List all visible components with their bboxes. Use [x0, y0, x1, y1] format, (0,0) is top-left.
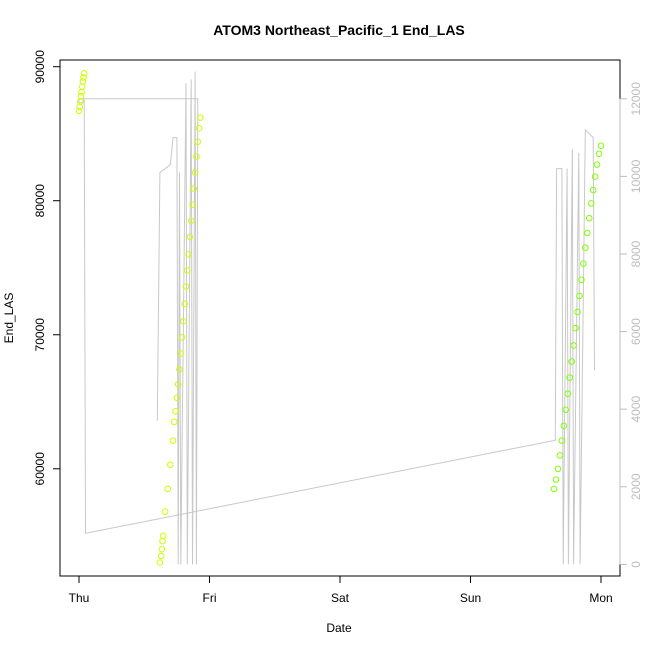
data-point	[576, 292, 583, 300]
data-point	[580, 260, 587, 268]
data-point	[564, 390, 572, 398]
data-point	[79, 78, 87, 85]
data-point	[75, 107, 83, 115]
data-point	[587, 200, 595, 207]
y-right-tick-label: 0	[629, 561, 643, 568]
data-point	[167, 461, 174, 469]
x-tick-label: Mon	[589, 591, 612, 605]
data-point	[566, 374, 573, 381]
data-point	[194, 138, 202, 146]
data-point	[562, 406, 570, 414]
data-point	[184, 267, 191, 274]
data-point	[554, 465, 562, 473]
x-axis-label: Date	[326, 621, 352, 635]
y-tick-label: 90000	[33, 50, 47, 84]
data-point	[570, 342, 577, 349]
data-point	[80, 70, 88, 77]
data-point	[178, 334, 186, 341]
data-point	[186, 233, 194, 241]
data-point	[180, 318, 187, 325]
data-point	[173, 394, 181, 402]
data-point	[77, 92, 85, 100]
data-point	[572, 324, 579, 332]
data-point	[159, 532, 167, 540]
x-tick-label: Sat	[331, 591, 350, 605]
y-tick-label: 70000	[33, 318, 47, 352]
data-point	[169, 437, 177, 444]
y-tick-label: 80000	[33, 184, 47, 218]
data-point	[583, 229, 591, 237]
series-line	[79, 71, 199, 565]
y-right-tick-label: 2000	[629, 473, 643, 500]
data-point	[157, 552, 165, 560]
y-axis-right: 0 2000 4000 6000 8000 10000 12000	[619, 82, 643, 568]
data-point	[578, 276, 585, 284]
data-point	[185, 251, 192, 258]
x-axis: Thu Fri Sat Sun Mon	[69, 575, 613, 605]
series-points	[75, 70, 605, 566]
x-tick-label: Thu	[69, 591, 90, 605]
data-point	[181, 300, 189, 308]
data-point	[585, 214, 593, 222]
data-point	[556, 452, 564, 459]
data-point	[172, 407, 179, 415]
data-point	[568, 358, 575, 365]
y-right-tick-label: 6000	[629, 318, 643, 345]
data-point	[182, 283, 190, 290]
data-point	[595, 150, 603, 158]
data-point	[190, 185, 198, 192]
data-point	[191, 169, 199, 176]
y-right-tick-label: 8000	[629, 240, 643, 267]
series-line	[78, 98, 595, 565]
data-point	[177, 350, 185, 357]
data-point	[187, 217, 195, 225]
y-tick-label: 60000	[33, 452, 47, 486]
data-point	[158, 545, 166, 553]
data-point	[591, 173, 599, 180]
data-point	[558, 437, 566, 444]
y-axis-label: End_LAS	[2, 293, 16, 344]
data-point	[156, 559, 164, 566]
y-right-tick-label: 12000	[629, 82, 643, 116]
data-point	[176, 366, 183, 373]
data-point	[193, 153, 200, 160]
data-point	[174, 381, 182, 388]
data-point	[164, 485, 172, 493]
y-right-tick-label: 4000	[629, 396, 643, 423]
y-right-tick-label: 10000	[629, 159, 643, 193]
data-point	[574, 308, 581, 316]
chart-title: ATOM3 Northeast_Pacific_1 End_LAS	[213, 22, 465, 38]
data-point	[560, 422, 568, 430]
data-point	[597, 142, 605, 150]
data-point	[161, 508, 169, 515]
data-point	[582, 244, 589, 251]
data-point	[197, 114, 204, 121]
data-point	[589, 186, 597, 194]
data-point	[77, 98, 84, 105]
data-point	[159, 537, 166, 545]
data-point	[80, 74, 87, 81]
data-point	[189, 201, 196, 209]
data-point	[550, 485, 558, 493]
data-point	[78, 88, 85, 96]
data-point	[78, 83, 86, 91]
x-tick-label: Fri	[203, 591, 217, 605]
data-point	[195, 125, 203, 132]
data-point	[552, 476, 560, 483]
series-lines	[78, 71, 595, 565]
y-axis-left: 60000 70000 80000 90000	[33, 50, 60, 486]
data-point	[593, 161, 601, 168]
x-tick-label: Sun	[460, 591, 481, 605]
data-point	[170, 418, 178, 426]
data-point	[76, 103, 83, 111]
plot-frame	[59, 59, 621, 577]
